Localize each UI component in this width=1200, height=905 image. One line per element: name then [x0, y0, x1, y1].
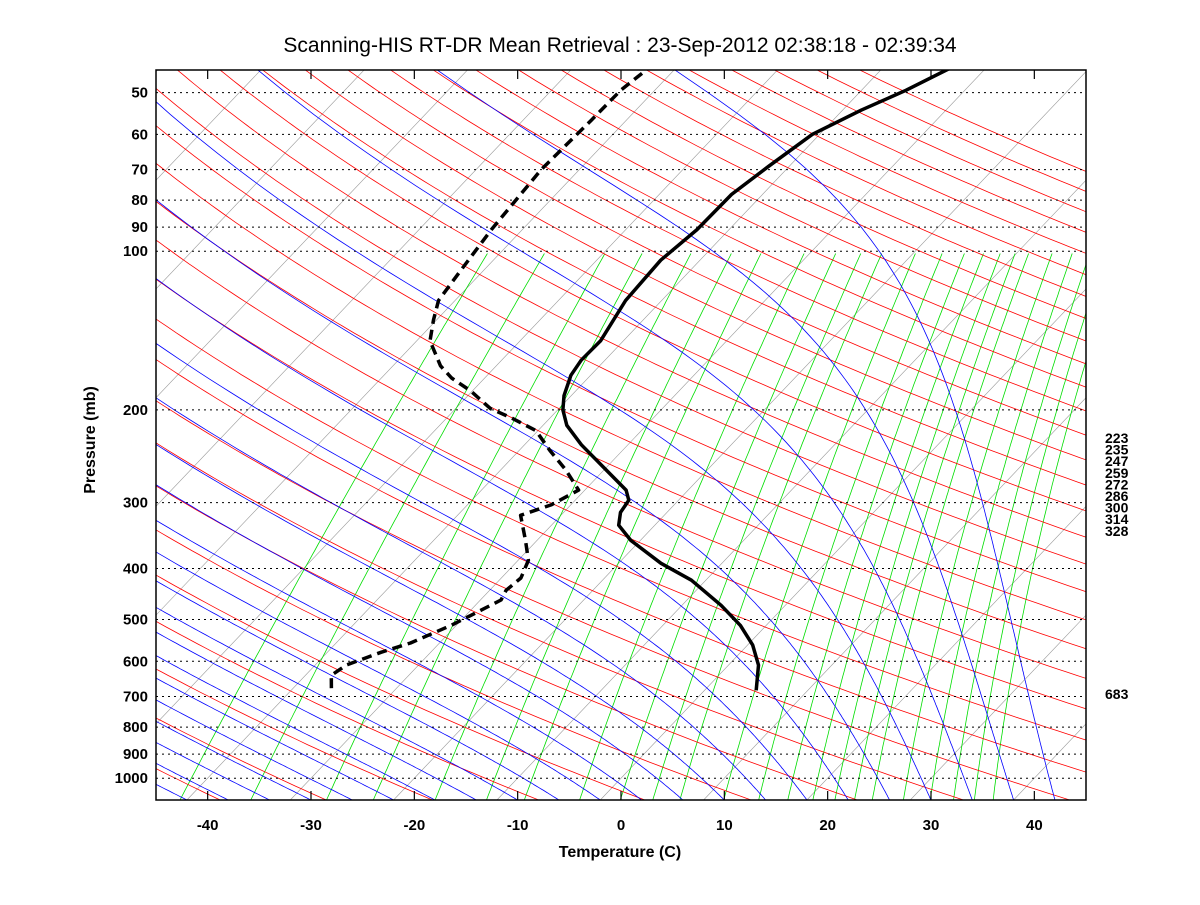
y-tick-label: 500	[123, 612, 148, 629]
y-tick-label: 70	[131, 162, 148, 179]
x-axis-label: Temperature (C)	[559, 844, 681, 861]
x-tick-label: 0	[617, 817, 625, 834]
right-label: 328	[1105, 523, 1129, 539]
y-tick-label: 300	[123, 495, 148, 512]
x-tick-label: 20	[819, 817, 836, 834]
y-tick-label: 60	[131, 126, 148, 143]
x-tick-label: 10	[716, 817, 733, 834]
chart-title: Scanning-HIS RT-DR Mean Retrieval : 23-S…	[283, 34, 956, 57]
x-tick-label: -40	[197, 817, 219, 834]
y-tick-label: 800	[123, 719, 148, 736]
x-tick-label: 30	[923, 817, 940, 834]
y-tick-label: 400	[123, 560, 148, 577]
y-tick-label: 600	[123, 653, 148, 670]
x-tick-label: -30	[300, 817, 322, 834]
y-tick-label: 700	[123, 689, 148, 706]
y-axis-label: Pressure (mb)	[82, 386, 99, 494]
y-tick-label: 1000	[115, 770, 148, 787]
y-tick-label: 50	[131, 85, 148, 102]
x-tick-label: -10	[507, 817, 529, 834]
right-label-bottom: 683	[1105, 686, 1129, 702]
x-tick-label: 40	[1026, 817, 1043, 834]
y-tick-label: 200	[123, 402, 148, 419]
y-tick-label: 900	[123, 746, 148, 763]
y-tick-label: 100	[123, 243, 148, 260]
x-tick-label: -20	[403, 817, 425, 834]
y-tick-label: 90	[131, 219, 148, 236]
y-tick-label: 80	[131, 192, 148, 209]
